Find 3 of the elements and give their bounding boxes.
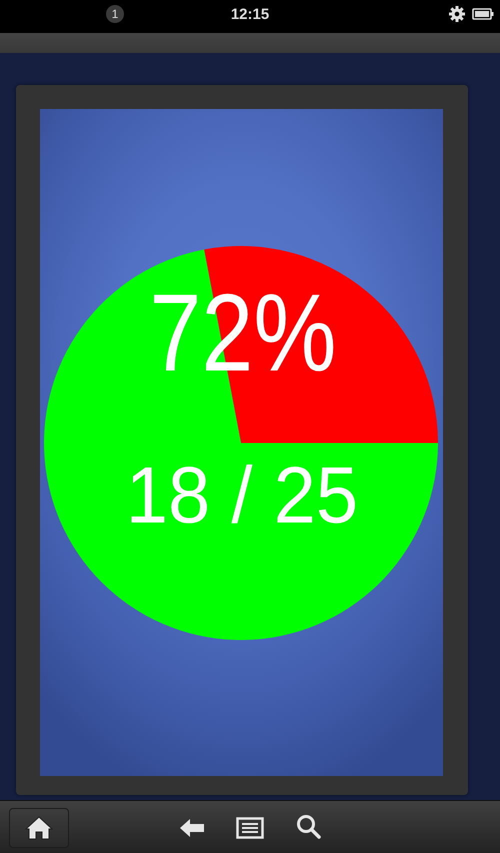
text: 12:15 bbox=[230, 6, 270, 24]
text: 18 / 25 bbox=[126, 450, 358, 540]
notification-badge: 1 bbox=[106, 5, 124, 23]
